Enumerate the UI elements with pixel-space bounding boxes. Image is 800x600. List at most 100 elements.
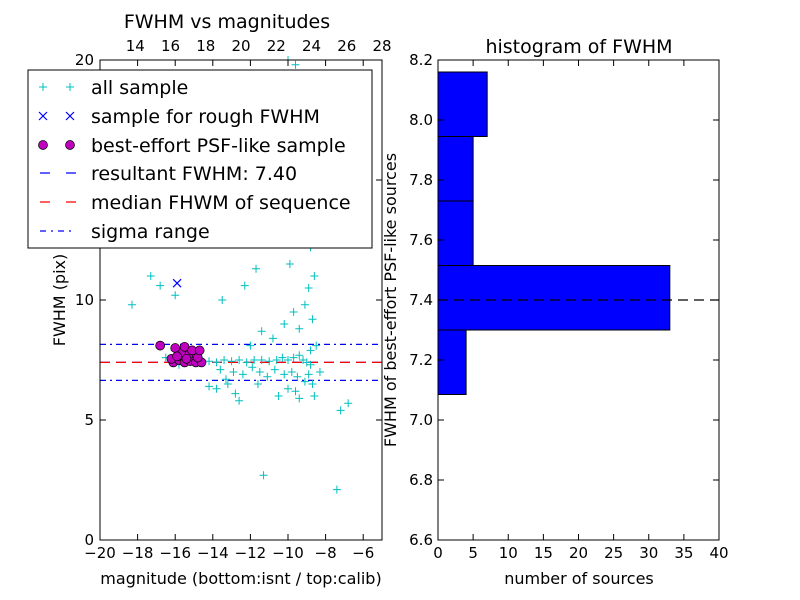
point-s0-28 <box>221 375 230 384</box>
x-tick-label: −10 <box>272 544 304 562</box>
point-s2-10 <box>170 343 181 353</box>
point-s0-21 <box>284 356 292 364</box>
point-s0-58 <box>218 296 227 304</box>
x-tick-label: 35 <box>674 544 693 562</box>
point-s0-34 <box>270 365 279 374</box>
x-tick-label: 20 <box>569 544 588 562</box>
legend-label-rough-sample: sample for rough FWHM <box>91 106 320 128</box>
legend-label-psf-sample: best-effort PSF-like sample <box>91 135 346 157</box>
point-s0-27 <box>216 365 225 374</box>
legend-swatch-0 <box>39 83 74 91</box>
histogram-bar-0 <box>437 329 467 395</box>
point-s0-3 <box>171 291 180 300</box>
histogram-panel: histogram of FWHM number of sources FWHM… <box>381 36 729 588</box>
point-s0-16 <box>250 356 259 364</box>
y-tick-label: 7.2 <box>409 351 433 369</box>
point-s0-12 <box>220 356 229 364</box>
histogram-y-axis-label: FWHM of best-effort PSF-like sources <box>381 153 400 447</box>
legend-marker <box>38 140 48 150</box>
point-s0-17 <box>257 356 266 364</box>
top-x-tick-label: 18 <box>196 37 215 55</box>
point-s0-57 <box>308 315 317 324</box>
legend-swatch-2 <box>38 140 75 150</box>
legend-marker <box>65 111 75 121</box>
point-s0-52 <box>280 320 289 328</box>
point-s0-81 <box>315 368 324 376</box>
point-s0-29 <box>229 368 238 376</box>
point-s0-33 <box>263 372 272 381</box>
y-tick-label: 6.6 <box>409 531 433 549</box>
point-s0-35 <box>280 370 289 379</box>
point-s0-77 <box>291 60 300 69</box>
top-x-tick-label: 28 <box>372 37 391 55</box>
point-s0-88 <box>284 384 292 393</box>
histogram-bar-2 <box>437 200 474 266</box>
point-s0-32 <box>255 368 264 376</box>
point-s0-85 <box>344 399 353 408</box>
x-tick-label: 5 <box>468 544 478 562</box>
point-s0-38 <box>300 377 309 386</box>
y-tick-label: 8.0 <box>409 111 433 129</box>
point-s0-47 <box>223 380 232 388</box>
top-x-tick-label: 22 <box>267 37 286 55</box>
point-s0-18 <box>265 357 274 366</box>
y-tick-label: 7.4 <box>409 291 433 309</box>
scatter-y-axis-label: FWHM (pix) <box>50 254 69 347</box>
x-tick-label: 0 <box>433 544 443 562</box>
legend-label-sigma-range: sigma range <box>91 221 210 243</box>
legend-swatch-1 <box>38 111 75 121</box>
x-tick-label: 25 <box>604 544 623 562</box>
top-x-tick-label: 26 <box>337 37 356 55</box>
point-s0-15 <box>242 358 251 367</box>
y-tick-label: 7.0 <box>409 411 433 429</box>
histogram-axis-ticks: 0 5 10 15 20 25 30 35 40 6.6 6.8 7.0 7.2 7.4 7.6 7.8 8.0… <box>409 51 728 562</box>
point-s0-36 <box>287 368 296 376</box>
point-s0-31 <box>248 363 257 372</box>
x-tick-label: −8 <box>315 544 337 562</box>
point-s0-55 <box>300 300 309 309</box>
point-s2-0 <box>155 340 166 351</box>
x-tick-label: −12 <box>235 544 267 562</box>
point-s0-40 <box>308 380 317 388</box>
x-tick-label: −16 <box>159 544 191 562</box>
point-s0-48 <box>205 382 214 391</box>
point-s0-79 <box>310 272 319 280</box>
histogram-bar-3 <box>437 136 474 202</box>
x-tick-label: −14 <box>197 544 229 562</box>
point-s0-51 <box>268 334 277 343</box>
point-s2-13 <box>194 345 205 356</box>
point-s0-63 <box>285 260 294 268</box>
point-s0-82 <box>306 346 315 355</box>
point-s0-50 <box>257 327 266 336</box>
legend-marker <box>38 111 48 121</box>
y-tick-label: 6.8 <box>409 471 433 489</box>
point-s0-56 <box>304 284 313 292</box>
point-s0-45 <box>291 387 300 396</box>
top-x-tick-label: 24 <box>302 37 321 55</box>
x-tick-label: −20 <box>84 544 116 562</box>
point-s0-80 <box>312 341 321 350</box>
point-s0-37 <box>293 372 302 381</box>
y-tick-label: 5 <box>84 411 94 429</box>
scatter-x-axis-label: magnitude (bottom:isnt / top:calib) <box>100 569 381 588</box>
histogram-bar-4 <box>437 71 488 137</box>
point-s1-0 <box>172 278 182 288</box>
point-s0-30 <box>238 370 247 379</box>
y-tick-label: 7.6 <box>409 231 433 249</box>
legend-label-median-fwhm: median FHWM of sequence <box>91 192 351 214</box>
point-s0-39 <box>304 370 313 379</box>
x-tick-label: 40 <box>709 544 728 562</box>
point-s0-49 <box>246 341 255 350</box>
point-s0-53 <box>289 308 298 316</box>
point-s0-54 <box>295 324 304 333</box>
point-s0-86 <box>336 406 345 415</box>
histogram-bar-1 <box>437 265 671 331</box>
histogram-plot-area <box>437 71 719 395</box>
top-x-tick-label: 16 <box>161 37 180 55</box>
legend-label-resultant-fwhm: resultant FWHM: 7.40 <box>91 163 297 185</box>
point-s0-43 <box>253 380 262 388</box>
legend: all sample sample for rough FWHM best-ef… <box>27 69 373 249</box>
top-x-tick-label: 20 <box>231 37 250 55</box>
y-tick-label: 8.2 <box>409 51 433 69</box>
